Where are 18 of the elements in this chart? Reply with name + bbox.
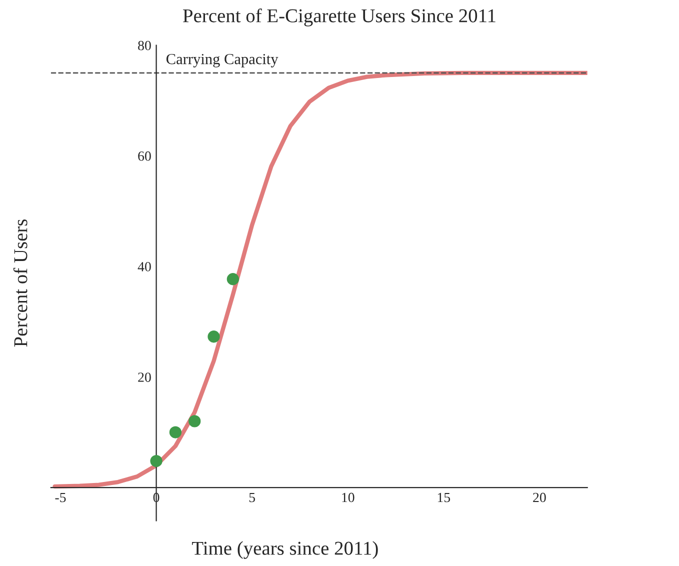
chart-title: Percent of E-Cigarette Users Since 2011: [183, 8, 496, 26]
point: [150, 454, 162, 468]
ref-line-label: Carrying Capacity: [166, 54, 278, 68]
y-tick-label: 20: [138, 372, 151, 382]
x-tick-label: 20: [533, 492, 546, 502]
y-tick-label: 60: [138, 151, 151, 161]
y-tick-label: 40: [138, 262, 151, 272]
point: [169, 426, 182, 438]
x-tick-label: 15: [438, 492, 450, 502]
x-axis-title: Time (years since 2011): [192, 541, 378, 559]
point: [208, 330, 220, 343]
point: [188, 415, 201, 428]
point: [226, 273, 239, 286]
x-tick-label: 5: [249, 492, 256, 502]
x-tick-label: 10: [342, 492, 354, 502]
y-tick-label: 80: [138, 40, 151, 50]
x-tick-label: -5: [55, 492, 66, 502]
y-axis-title: Percent of Users: [13, 219, 28, 347]
